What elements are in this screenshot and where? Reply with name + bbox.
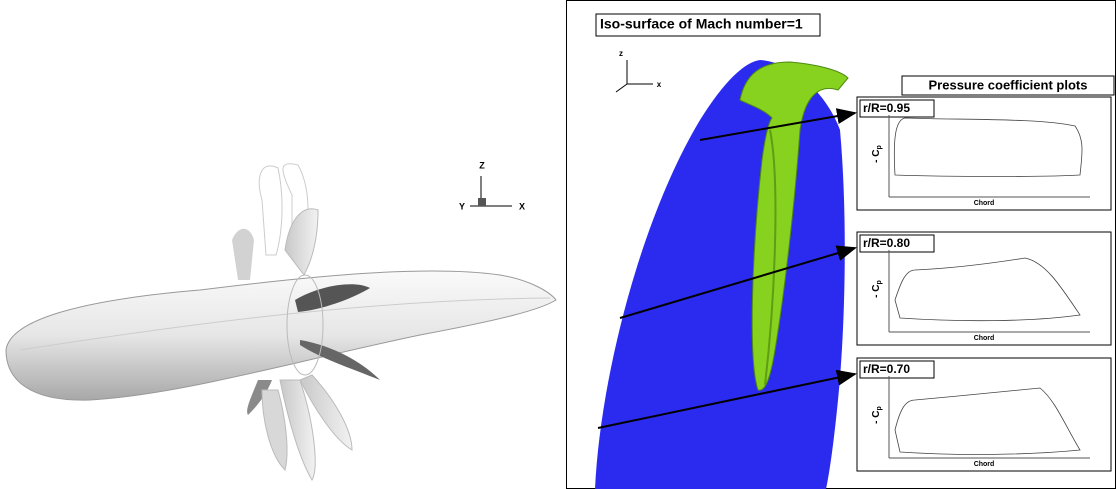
y-axis-label: - Cp <box>871 406 883 424</box>
axis-label: Z <box>479 160 485 170</box>
x-axis-label: Chord <box>974 335 995 342</box>
plot-label-box <box>859 360 935 379</box>
plot-label: r/R=0.70 <box>863 362 910 376</box>
axis-label: z <box>619 49 623 58</box>
x-axis-label: Chord <box>974 200 995 207</box>
propfan-model <box>5 163 557 481</box>
axis-label: x <box>657 80 662 89</box>
x-axis-label: Chord <box>974 461 995 468</box>
plots-title: Pressure coefficient plots <box>929 77 1088 92</box>
plots-title-box <box>901 75 1115 96</box>
axis-label: X <box>519 201 525 211</box>
panel-title: Iso-surface of Mach number=1 <box>600 16 803 32</box>
cp-curve <box>893 117 1083 177</box>
cp-curve <box>894 257 1081 322</box>
plot-label-box <box>859 99 935 118</box>
title-box <box>595 13 821 37</box>
y-axis-label-sub: p <box>876 406 883 410</box>
y-axis-label: - Cp <box>871 145 883 163</box>
y-axis-label-main: - C <box>871 284 882 297</box>
axis-triad <box>615 60 653 93</box>
y-axis-label-main: - C <box>871 149 882 162</box>
plot-label: r/R=0.95 <box>863 101 910 115</box>
arrow <box>597 369 857 429</box>
y-axis-label-main: - C <box>871 410 882 423</box>
axis-label: Y <box>459 201 465 211</box>
cp-curve <box>894 387 1081 455</box>
y-axis-label-sub: p <box>876 145 883 149</box>
iso-surface <box>739 61 849 391</box>
plot-label-box <box>859 234 935 253</box>
plot-label: r/R=0.80 <box>863 236 910 250</box>
arrow <box>699 108 857 141</box>
y-axis-label-sub: p <box>876 280 883 284</box>
arrow <box>619 245 857 319</box>
axis-triad <box>470 176 512 207</box>
y-axis-label: - Cp <box>871 280 883 298</box>
